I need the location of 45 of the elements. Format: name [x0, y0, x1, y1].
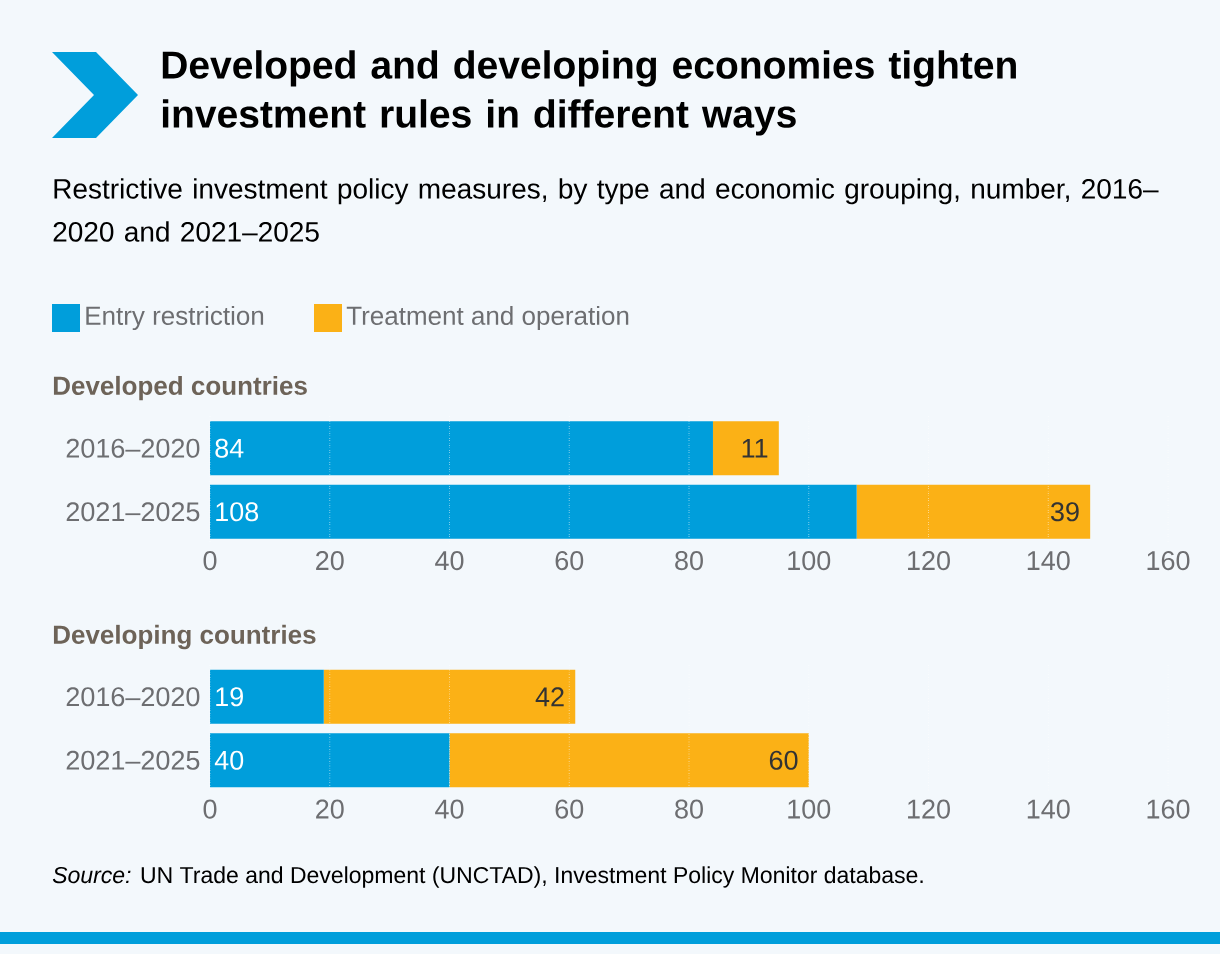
- bar: [449, 733, 809, 788]
- data-label: 40: [214, 750, 244, 770]
- x-tick-label: 20: [316, 551, 344, 571]
- y-tick-label: 2016–2020: [66, 687, 200, 707]
- bar: [210, 669, 324, 724]
- data-label: 39: [1050, 502, 1079, 522]
- data-label: 84: [215, 438, 244, 458]
- y-tick-label: 2016–2020: [66, 438, 200, 458]
- legend-label: Entry restriction: [86, 305, 264, 331]
- bar: [323, 669, 576, 724]
- x-tick-label: 160: [1147, 799, 1190, 819]
- x-tick-label: 120: [908, 799, 950, 819]
- chart-subtitle: Restrictive investment policy measures, by type and economic grouping, number, 2016–2020 and 2021–2025: [53, 178, 1159, 242]
- x-tick-label: 140: [1027, 799, 1070, 819]
- text: Source: UN Trade and Development (UNCTAD), Investment Policy Monitor database.: [52, 866, 923, 888]
- bar: [712, 421, 779, 476]
- data-label: 108: [216, 502, 259, 522]
- legend-label: Treatment and operation: [346, 305, 629, 331]
- text: Developing countries: [53, 624, 316, 650]
- x-tick-label: 40: [435, 799, 464, 819]
- data-label: 11: [742, 438, 768, 458]
- x-tick-label: 40: [435, 551, 464, 571]
- y-tick-label: 2021–2025: [66, 750, 200, 770]
- bar: [210, 421, 713, 476]
- x-tick-label: 80: [675, 799, 703, 819]
- x-tick-label: 120: [908, 551, 950, 571]
- x-tick-label: 20: [316, 799, 344, 819]
- x-tick-label: 160: [1147, 551, 1190, 571]
- x-tick-label: 0: [203, 799, 217, 819]
- y-tick-label: 2021–2025: [66, 502, 200, 522]
- bar: [210, 484, 857, 539]
- chart-title: Developed and developing economies tighten investment rules in different ways: [162, 50, 1016, 136]
- x-tick-label: 60: [555, 799, 584, 819]
- bar: [210, 733, 450, 788]
- x-tick-label: 80: [675, 551, 703, 571]
- data-label: 60: [769, 750, 798, 770]
- data-label: 42: [535, 687, 564, 707]
- x-tick-label: 60: [555, 551, 584, 571]
- x-tick-label: 140: [1027, 551, 1070, 571]
- data-label: 19: [216, 687, 243, 707]
- x-tick-label: 0: [203, 551, 217, 571]
- x-tick-label: 100: [788, 551, 831, 571]
- x-tick-label: 100: [788, 799, 831, 819]
- bar: [856, 484, 1091, 539]
- text: Developed countries: [53, 375, 307, 401]
